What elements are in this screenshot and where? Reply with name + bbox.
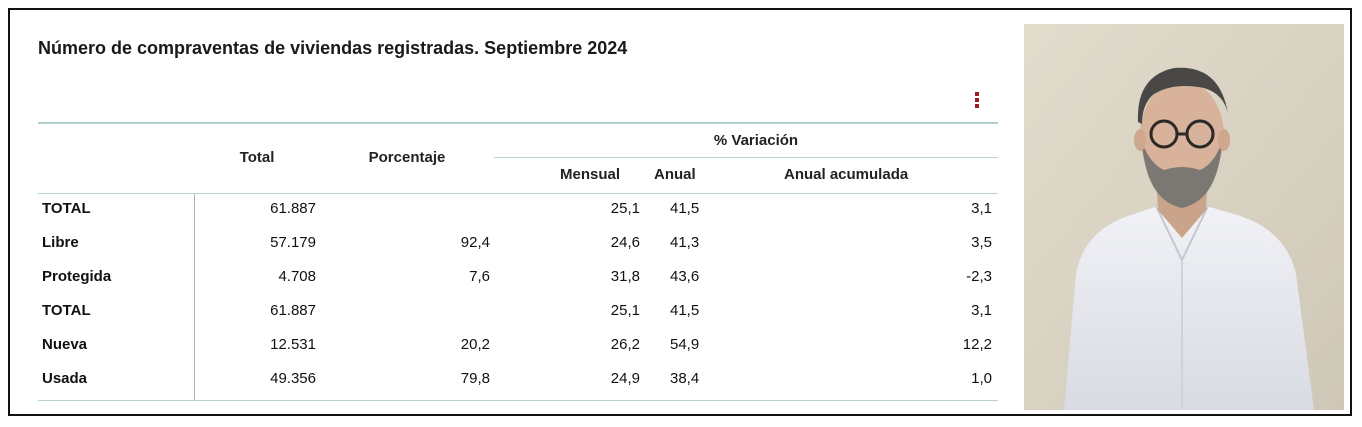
row-label: Usada xyxy=(42,369,88,387)
cell-acumulada: 12,2 xyxy=(962,335,992,353)
table-row: Libre 57.179 92,4 24,6 41,3 3,5 xyxy=(38,225,998,259)
cell-porcentaje: 7,6 xyxy=(469,267,490,285)
cell-acumulada: 1,0 xyxy=(971,369,992,387)
row-label: Nueva xyxy=(42,335,88,353)
cell-mensual: 24,6 xyxy=(610,233,640,251)
cell-anual: 38,4 xyxy=(670,369,700,387)
cell-porcentaje xyxy=(320,293,494,327)
label-column-divider xyxy=(194,194,195,400)
table-row: Nueva 12.531 20,2 26,2 54,9 12,2 xyxy=(38,327,998,361)
cell-mensual: 25,1 xyxy=(610,301,640,319)
corner-header-cell xyxy=(38,123,194,158)
cell-anual: 41,3 xyxy=(670,233,700,251)
compraventas-table: Total Porcentaje % Variación Mensual Anu… xyxy=(38,122,998,395)
table-title: Número de compraventas de viviendas regi… xyxy=(38,38,628,58)
cell-total: 61.887 xyxy=(270,301,316,319)
header-anual: Anual xyxy=(654,165,696,183)
cell-total: 57.179 xyxy=(270,233,316,251)
table-row: TOTAL 61.887 25,1 41,5 3,1 xyxy=(38,191,998,225)
row-label: TOTAL xyxy=(42,199,91,217)
cell-anual: 54,9 xyxy=(670,335,700,353)
menu-dot xyxy=(975,98,979,102)
cell-total: 49.356 xyxy=(270,369,316,387)
cell-porcentaje xyxy=(320,191,494,225)
cell-mensual: 24,9 xyxy=(610,369,640,387)
header-variacion: % Variación xyxy=(713,131,799,149)
corner-header-cell-2 xyxy=(38,157,194,191)
portrait-photo xyxy=(1024,24,1344,410)
variacion-rule xyxy=(494,157,998,158)
header-porcentaje: Porcentaje xyxy=(368,148,446,166)
cell-anual: 41,5 xyxy=(670,301,700,319)
header-bottom-rule xyxy=(38,193,998,194)
cell-anual: 43,6 xyxy=(670,267,700,285)
row-label: Libre xyxy=(42,233,79,251)
table-row: Protegida 4.708 7,6 31,8 43,6 -2,3 xyxy=(38,259,998,293)
table-row: Usada 49.356 79,8 24,9 38,4 1,0 xyxy=(38,361,998,395)
cell-porcentaje: 79,8 xyxy=(460,369,490,387)
cell-mensual: 25,1 xyxy=(610,199,640,217)
cell-acumulada: 3,5 xyxy=(971,233,992,251)
cell-total: 12.531 xyxy=(270,335,316,353)
cell-porcentaje: 92,4 xyxy=(460,233,490,251)
header-mensual: Mensual xyxy=(559,165,620,183)
cell-total: 61.887 xyxy=(270,199,316,217)
menu-dot xyxy=(975,104,979,108)
row-label: TOTAL xyxy=(42,301,91,319)
row-label: Protegida xyxy=(42,267,112,285)
menu-dot xyxy=(975,92,979,96)
cell-anual: 41,5 xyxy=(670,199,700,217)
portrait-illustration xyxy=(1024,24,1344,410)
header-total: Total xyxy=(239,148,275,166)
cell-mensual: 26,2 xyxy=(610,335,640,353)
kebab-menu-icon[interactable] xyxy=(975,92,981,112)
infographic-frame: Número de compraventas de viviendas regi… xyxy=(8,8,1352,416)
table-row: TOTAL 61.887 25,1 41,5 3,1 xyxy=(38,293,998,327)
cell-porcentaje: 20,2 xyxy=(460,335,490,353)
cell-acumulada: 3,1 xyxy=(971,199,992,217)
table-top-rule xyxy=(38,123,998,124)
cell-total: 4.708 xyxy=(278,267,316,285)
cell-acumulada: 3,1 xyxy=(971,301,992,319)
header-anual-acumulada: Anual acumulada xyxy=(784,165,909,183)
cell-acumulada: -2,3 xyxy=(966,267,992,285)
table-bottom-rule xyxy=(38,400,998,401)
cell-mensual: 31,8 xyxy=(610,267,640,285)
